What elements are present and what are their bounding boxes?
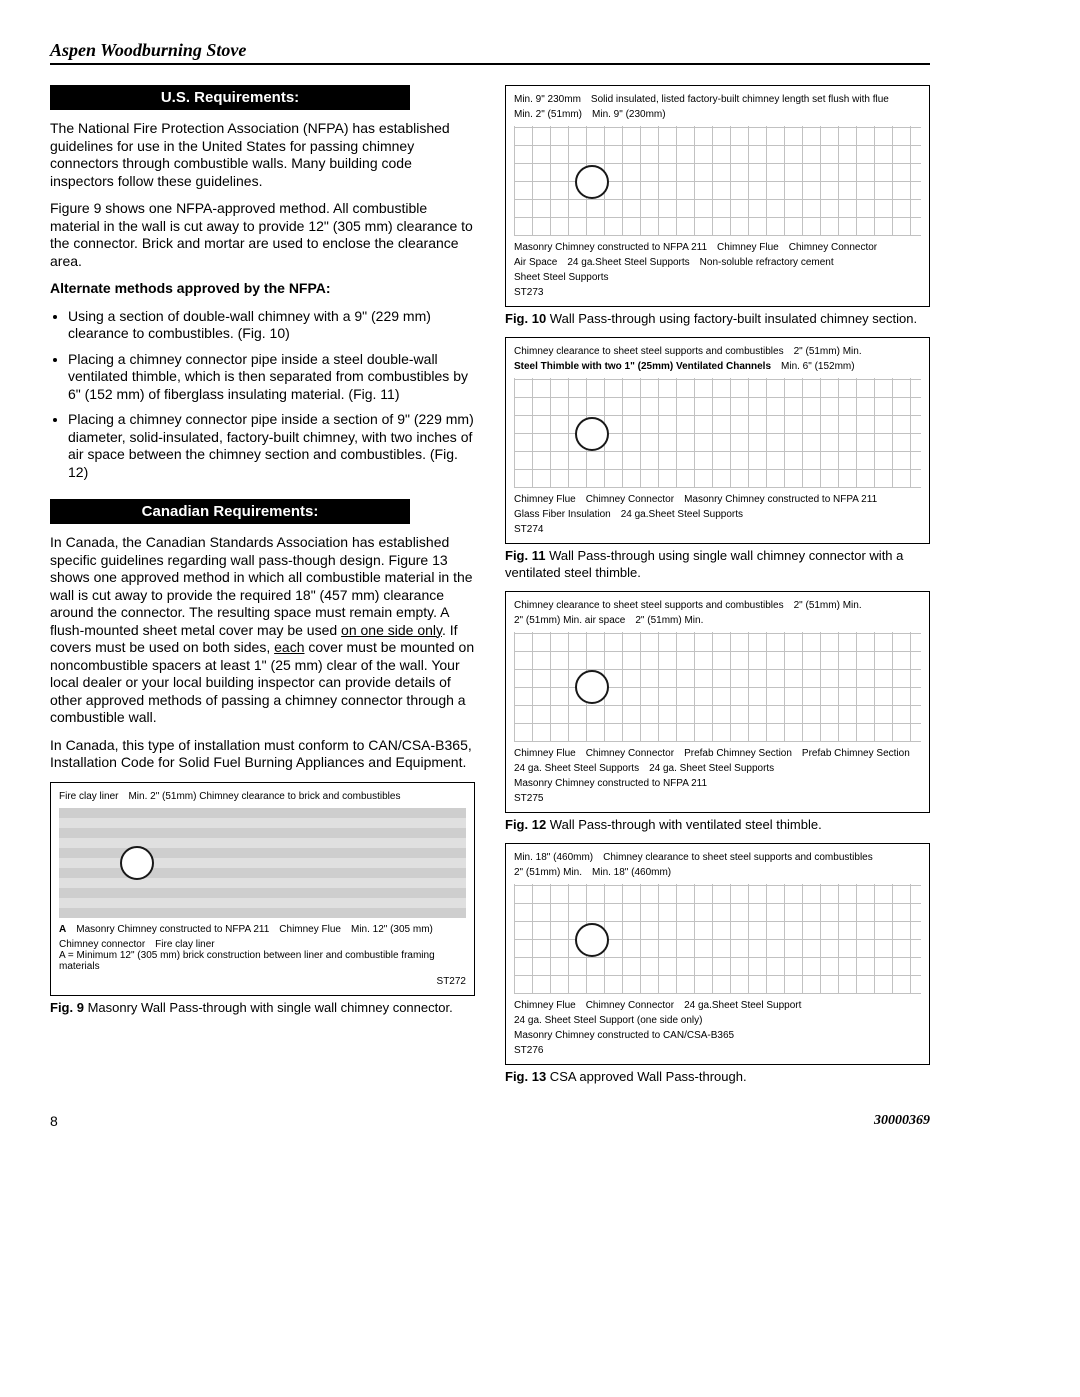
figure-9-code: ST272 (59, 976, 466, 987)
figure-11-box: Chimney clearance to sheet steel support… (505, 337, 930, 544)
figure-11-sketch (514, 378, 921, 488)
alternate-methods-heading: Alternate methods approved by the NFPA: (50, 280, 475, 298)
figure-11-caption-num: Fig. 11 (505, 548, 545, 563)
figure-9-caption-text: Masonry Wall Pass-through with single wa… (84, 1000, 453, 1015)
figure-12-caption-text: Wall Pass-through with ventilated steel … (546, 817, 822, 832)
us-paragraph-2: Figure 9 shows one NFPA-approved method.… (50, 200, 475, 270)
canadian-requirements-heading: Canadian Requirements: (50, 499, 410, 524)
figure-12-caption-num: Fig. 12 (505, 817, 546, 832)
alternate-methods-list: Using a section of double-wall chimney w… (50, 308, 475, 482)
page-number: 8 (50, 1113, 58, 1129)
figure-10-box: Min. 9" 230mm Solid insulated, listed fa… (505, 85, 930, 307)
figure-12-labels-2: Chimney Flue Chimney Connector Prefab Ch… (514, 748, 921, 789)
figure-13-caption: Fig. 13 CSA approved Wall Pass-through. (505, 1069, 930, 1085)
can-p1-d: each (274, 639, 304, 655)
right-column: Min. 9" 230mm Solid insulated, listed fa… (505, 77, 930, 1095)
canadian-paragraph-2: In Canada, this type of installation mus… (50, 737, 475, 772)
figure-11-caption-text: Wall Pass-through using single wall chim… (505, 548, 903, 579)
figure-13-box: Min. 18" (460mm) Chimney clearance to sh… (505, 843, 930, 1065)
figure-9-caption-num: Fig. 9 (50, 1000, 84, 1015)
figure-12-box: Chimney clearance to sheet steel support… (505, 591, 930, 813)
figure-13-caption-num: Fig. 13 (505, 1069, 546, 1084)
canadian-paragraph-1: In Canada, the Canadian Standards Associ… (50, 534, 475, 727)
figure-13-diagram: Min. 18" (460mm) Chimney clearance to sh… (514, 852, 921, 1056)
figure-10-caption: Fig. 10 Wall Pass-through using factory-… (505, 311, 930, 327)
figure-10-labels-2: Masonry Chimney constructed to NFPA 211 … (514, 242, 921, 283)
figure-10-caption-text: Wall Pass-through using factory-built in… (546, 311, 917, 326)
left-column: U.S. Requirements: The National Fire Pro… (50, 77, 475, 1095)
figure-12-sketch (514, 632, 921, 742)
figure-10-sketch (514, 126, 921, 236)
content-columns: U.S. Requirements: The National Fire Pro… (50, 77, 930, 1095)
figure-11-code: ST274 (514, 524, 921, 535)
figure-13-labels-2: Chimney Flue Chimney Connector 24 ga.She… (514, 1000, 921, 1041)
header-title: Aspen Woodburning Stove (50, 40, 246, 60)
figure-9-sketch (59, 808, 466, 918)
alt-bullet-1: Using a section of double-wall chimney w… (68, 308, 475, 343)
figure-13-code: ST276 (514, 1045, 921, 1056)
figure-10-diagram: Min. 9" 230mm Solid insulated, listed fa… (514, 94, 921, 298)
figure-10-code: ST273 (514, 287, 921, 298)
figure-9-diagram: Fire clay liner Min. 2" (51mm) Chimney c… (59, 791, 466, 987)
figure-11-labels-2: Chimney Flue Chimney Connector Masonry C… (514, 494, 921, 520)
document-number: 30000369 (874, 1113, 930, 1129)
figure-10-caption-num: Fig. 10 (505, 311, 546, 326)
figure-13-caption-text: CSA approved Wall Pass-through. (546, 1069, 746, 1084)
figure-9-labels-2: A Masonry Chimney constructed to NFPA 21… (59, 924, 466, 950)
figure-12-code: ST275 (514, 793, 921, 804)
alt-bullet-2: Placing a chimney connector pipe inside … (68, 351, 475, 404)
figure-13-labels: Min. 18" (460mm) Chimney clearance to sh… (514, 852, 921, 878)
figure-11-caption: Fig. 11 Wall Pass-through using single w… (505, 548, 930, 581)
figure-9-labels-3: A = Minimum 12" (305 mm) brick construct… (59, 950, 466, 972)
figure-12-labels: Chimney clearance to sheet steel support… (514, 600, 921, 626)
figure-11-labels: Chimney clearance to sheet steel support… (514, 346, 921, 372)
us-requirements-heading: U.S. Requirements: (50, 85, 410, 110)
can-p1-b: on one side only (341, 622, 442, 638)
figure-11-diagram: Chimney clearance to sheet steel support… (514, 346, 921, 535)
figure-12-diagram: Chimney clearance to sheet steel support… (514, 600, 921, 804)
figure-12-caption: Fig. 12 Wall Pass-through with ventilate… (505, 817, 930, 833)
alt-bullet-3: Placing a chimney connector pipe inside … (68, 411, 475, 481)
us-paragraph-1: The National Fire Protection Association… (50, 120, 475, 190)
figure-10-labels: Min. 9" 230mm Solid insulated, listed fa… (514, 94, 921, 120)
page-footer: 8 30000369 (50, 1113, 930, 1129)
page-header: Aspen Woodburning Stove (50, 40, 930, 65)
figure-13-sketch (514, 884, 921, 994)
figure-9-box: Fire clay liner Min. 2" (51mm) Chimney c… (50, 782, 475, 996)
figure-9-labels: Fire clay liner Min. 2" (51mm) Chimney c… (59, 791, 466, 802)
figure-9-caption: Fig. 9 Masonry Wall Pass-through with si… (50, 1000, 475, 1016)
